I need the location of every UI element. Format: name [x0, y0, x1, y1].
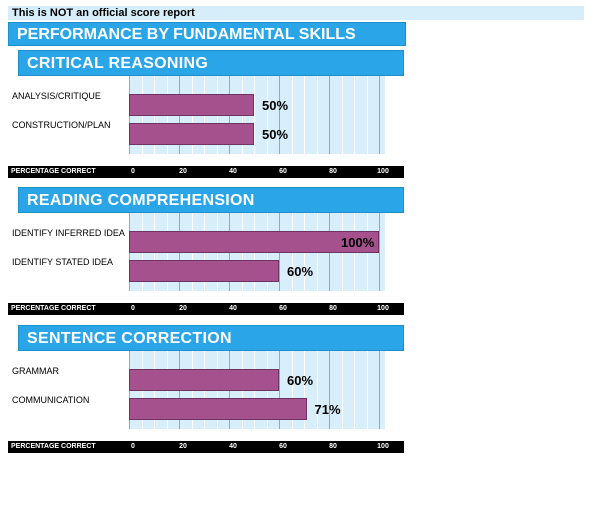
tick-label: 100	[377, 168, 389, 175]
minor-gridline	[266, 76, 268, 154]
tick-label: 0	[131, 305, 135, 312]
bar	[129, 94, 254, 116]
tick-label: 80	[329, 443, 337, 450]
minor-gridline	[366, 76, 368, 154]
data-label: 60%	[287, 373, 314, 388]
tick-label: 100	[377, 305, 389, 312]
minor-gridline	[304, 351, 305, 429]
minor-gridline	[341, 76, 343, 154]
tick-label: 80	[329, 168, 337, 175]
minor-gridline	[291, 76, 293, 154]
major-gridline	[279, 76, 280, 154]
data-label: 100%	[341, 235, 375, 250]
tick-label: 40	[229, 168, 237, 175]
data-label: 50%	[262, 98, 289, 113]
bar	[129, 260, 279, 282]
tick-label: 20	[179, 443, 187, 450]
tick-label: 100	[377, 443, 389, 450]
minor-gridline	[316, 76, 318, 154]
section-title: SENTENCE CORRECTION	[18, 325, 404, 351]
chart-section-critical-reasoning: CRITICAL REASONING ANALYSIS/CRITIQUE CONST…	[8, 50, 404, 180]
minor-gridline	[316, 351, 318, 429]
minor-gridline	[366, 351, 368, 429]
minor-gridline	[304, 76, 305, 154]
category-label: CONSTRUCTION/PLAN	[12, 120, 111, 130]
tick-label: 60	[279, 168, 287, 175]
minor-gridline	[254, 76, 255, 154]
minor-gridline	[341, 351, 343, 429]
bar	[129, 123, 254, 145]
axis-title: PERCENTAGE CORRECT	[11, 168, 96, 175]
major-gridline	[379, 351, 380, 429]
data-label: 50%	[262, 127, 289, 142]
tick-label: 80	[329, 305, 337, 312]
data-label: 60%	[287, 264, 314, 279]
tick-label: 20	[179, 168, 187, 175]
axis-title: PERCENTAGE CORRECT	[11, 305, 96, 312]
bar	[129, 369, 279, 391]
tick-label: 0	[131, 168, 135, 175]
major-gridline	[329, 76, 330, 154]
tick-label: 60	[279, 305, 287, 312]
category-label: GRAMMAR	[12, 366, 59, 376]
plot-area: 60% 71%	[129, 351, 385, 429]
data-label: 71%	[314, 402, 341, 417]
tick-label: 60	[279, 443, 287, 450]
plot-area: 100% 60%	[129, 213, 385, 291]
section-title: READING COMPREHENSION	[18, 187, 404, 213]
tick-label: 40	[229, 305, 237, 312]
chart-section-reading-comprehension: READING COMPREHENSION IDENTIFY INFERRED I…	[8, 187, 404, 317]
tick-label: 20	[179, 305, 187, 312]
major-gridline	[279, 351, 280, 429]
minor-gridline	[354, 76, 355, 154]
x-axis: PERCENTAGE CORRECT 0 20 40 60 80 100	[8, 441, 404, 453]
major-gridline	[379, 213, 380, 291]
tick-label: 40	[229, 443, 237, 450]
category-label: ANALYSIS/CRITIQUE	[12, 91, 101, 101]
category-label: COMMUNICATION	[12, 395, 90, 405]
x-axis: PERCENTAGE CORRECT 0 20 40 60 80 100	[8, 303, 404, 315]
category-label: IDENTIFY INFERRED IDEA	[12, 228, 125, 238]
axis-title: PERCENTAGE CORRECT	[11, 443, 96, 450]
plot-area: 50% 50%	[129, 76, 385, 154]
x-axis: PERCENTAGE CORRECT 0 20 40 60 80 100	[8, 166, 404, 178]
chart-section-sentence-correction: SENTENCE CORRECTION GRAMMAR COMMUNICATION 6…	[8, 325, 404, 455]
bar	[129, 231, 379, 253]
bar	[129, 398, 307, 420]
disclaimer-banner: This is NOT an official score report	[8, 6, 584, 20]
section-title: CRITICAL REASONING	[18, 50, 404, 76]
minor-gridline	[354, 351, 355, 429]
category-label: IDENTIFY STATED IDEA	[12, 257, 114, 267]
report-title: PERFORMANCE BY FUNDAMENTAL SKILLS	[8, 22, 406, 46]
tick-label: 0	[131, 443, 135, 450]
major-gridline	[379, 76, 380, 154]
major-gridline	[329, 351, 330, 429]
minor-gridline	[291, 351, 293, 429]
